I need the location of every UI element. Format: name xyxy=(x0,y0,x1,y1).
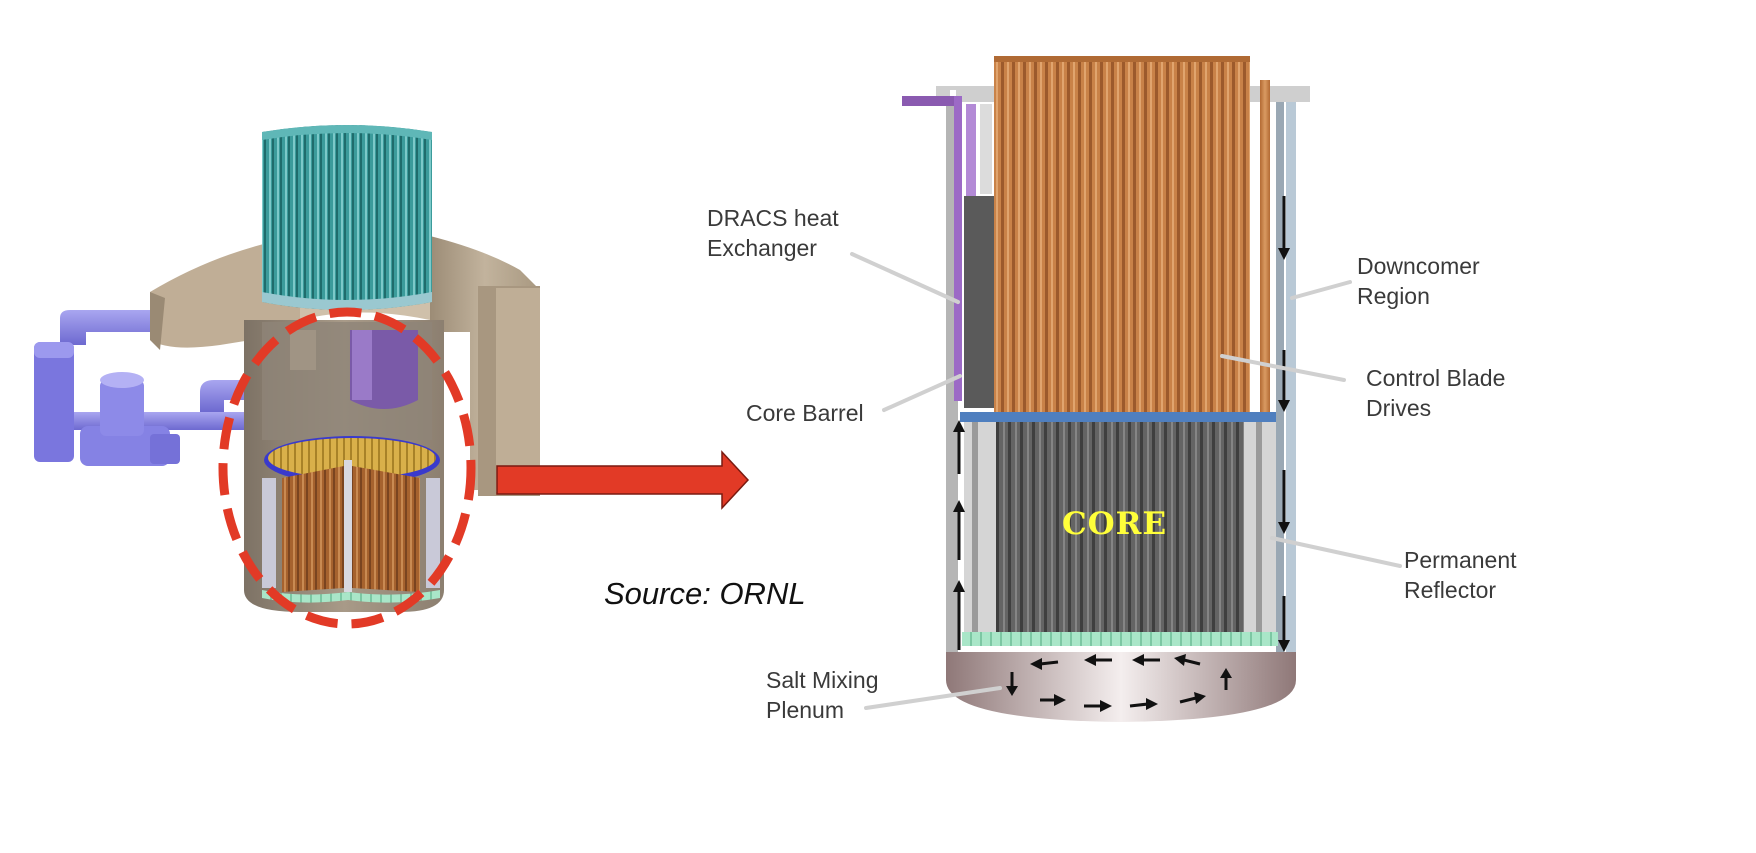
control-blade-line-1: Control Blade xyxy=(1366,365,1506,391)
permanent-reflector-label: Permanent Reflector xyxy=(1404,545,1517,605)
salt-mixing-line-1: Salt Mixing xyxy=(766,667,879,693)
core-label: CORE xyxy=(1062,506,1168,542)
permanent-reflector-band xyxy=(962,632,1278,646)
permanent-reflector-line-2: Reflector xyxy=(1404,577,1497,603)
control-blade-line-2: Drives xyxy=(1366,395,1432,421)
vessel-cutaway xyxy=(244,320,444,612)
downcomer-region-label: Downcomer Region xyxy=(1357,251,1480,311)
salt-mixing-plenum-label: Salt Mixing Plenum xyxy=(766,665,878,725)
source-caption: Source: ORNL xyxy=(604,576,806,611)
dracs-heat-exchanger-label: DRACS heat Exchanger xyxy=(707,203,839,263)
control-blade-drives xyxy=(994,56,1270,416)
dracs-heat-exchanger xyxy=(902,96,996,408)
permanent-reflector-line-1: Permanent xyxy=(1404,547,1517,573)
core-region xyxy=(964,422,1276,632)
salt-mixing-line-2: Plenum xyxy=(766,697,844,723)
flow-arrows xyxy=(953,196,1290,712)
highlight-ellipse xyxy=(218,307,476,629)
zoom-arrow xyxy=(496,450,750,510)
leader-lines xyxy=(850,252,1402,710)
heat-exchanger-tubes xyxy=(262,125,432,310)
salt-mixing-plenum xyxy=(946,652,1296,722)
core-barrel-label: Core Barrel xyxy=(746,398,864,428)
control-blade-drives-label: Control Blade Drives xyxy=(1366,363,1505,423)
reactor-cross-section xyxy=(850,56,1402,722)
core-barrel-line-1: Core Barrel xyxy=(746,400,864,426)
dracs-line-2: Exchanger xyxy=(707,235,817,261)
downcomer-line-2: Region xyxy=(1357,283,1430,309)
dracs-line-1: DRACS heat xyxy=(707,205,839,231)
reactor-3d-illustration xyxy=(34,125,540,629)
downcomer-line-1: Downcomer xyxy=(1357,253,1480,279)
